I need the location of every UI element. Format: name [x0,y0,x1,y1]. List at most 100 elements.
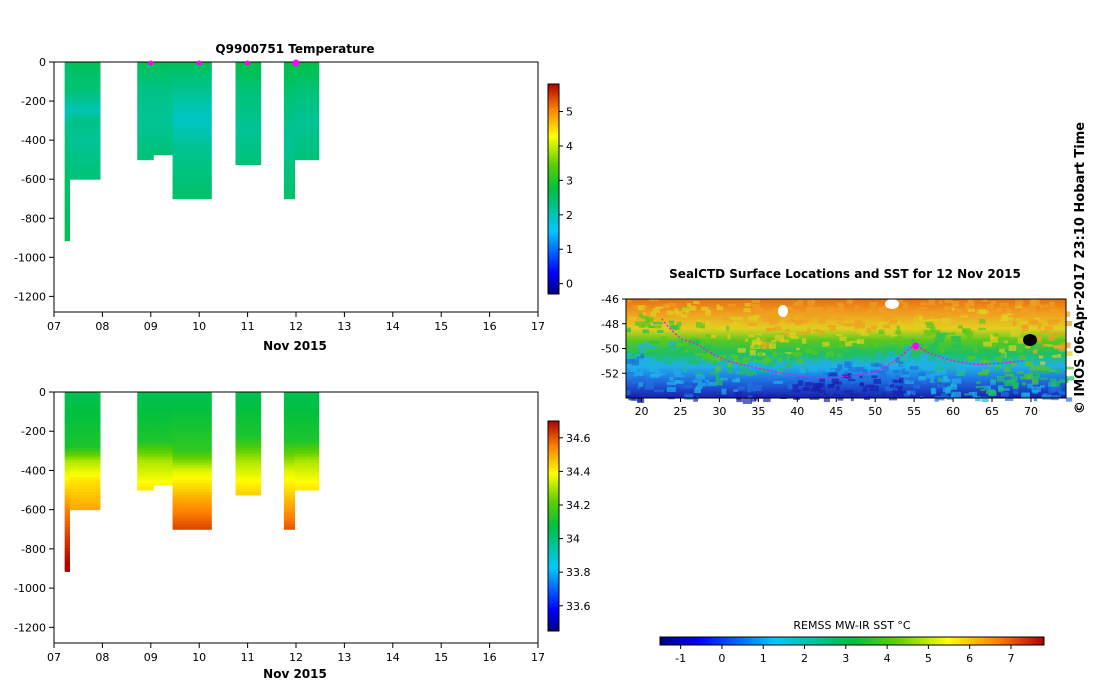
profile-cell [137,442,154,446]
sst-texture-cell [901,368,906,374]
sst-texture-cell [990,336,999,343]
profile-cell [235,67,262,72]
profile-cell [153,433,174,437]
profile-cell [283,468,296,472]
profile-cell [235,70,262,75]
sst-texture-cell [1015,300,1024,307]
sst-texture-cell [728,303,737,307]
sst-texture-cell [743,308,751,313]
sst-texture-cell [836,385,840,391]
y-tick-label: -200 [21,425,46,438]
sst-texture-cell [1004,366,1010,373]
profile-cell [64,182,70,186]
profile-cell [172,459,212,464]
profile-cell [137,403,154,408]
profile-cell [172,406,212,411]
sst-texture-cell [629,317,637,320]
profile-cell [64,524,70,528]
profile-cell [64,187,70,192]
sst-texture-cell [1025,308,1036,314]
sst-texture-cell [938,300,943,304]
latitude-tick-label: -48 [601,318,619,331]
profile-cell [137,397,154,402]
sst-texture-cell [983,341,993,347]
profile-cell [235,94,262,98]
profile-cell [294,474,320,478]
sst-texture-cell [729,323,737,329]
sst-texture-cell [1027,324,1032,330]
profile-cell [172,471,212,475]
sst-texture-cell [934,395,939,402]
ice-patch [885,299,899,309]
sst-texture-cell [937,384,945,389]
profile-cell [172,477,212,481]
x-tick-label: 13 [337,651,351,664]
sst-texture-cell [862,369,868,374]
profile-cell [137,64,154,69]
profile-cell [153,468,174,472]
profile-cell [283,433,296,437]
profile-cell [294,70,320,75]
sst-texture-cell [845,323,855,327]
sst-texture-cell [982,299,988,302]
sst-texture-cell [967,308,975,312]
sst-texture-cell [957,309,963,316]
profile-cell [153,120,174,125]
profile-cell [172,447,212,452]
profile-cell [153,79,174,84]
sst-texture-cell [885,386,894,392]
profile-cell [137,76,154,81]
sst-texture-cell [935,356,942,361]
sst-texture-cell [754,344,759,348]
x-tick-label: 14 [386,320,400,333]
sst-texture-cell [733,357,738,362]
sst-texture-cell [952,365,956,371]
profile-cell [137,114,154,119]
profile-cell [283,444,296,449]
profile-cell [172,111,212,116]
sst-texture-cell [828,356,837,361]
profile-cell [64,94,70,98]
sst-texture-cell [796,347,800,351]
sst-texture-cell [1052,307,1059,313]
profile-cell [137,394,154,399]
sst-texture-cell [669,322,675,329]
profile-cell [153,100,174,104]
profile-cell [137,427,154,431]
sst-texture-cell [871,325,877,330]
profile-cell [64,161,70,166]
sst-texture-cell [1008,345,1017,351]
profile-cell [153,456,174,461]
profile-cell [64,138,70,142]
profile-cell [64,539,70,543]
profile-cell [283,141,296,145]
profile-cell [294,126,320,130]
profile-cell [153,436,174,440]
sst-texture-cell [746,370,754,377]
sst-texture-cell [791,351,802,356]
sst-texture-cell [643,341,647,346]
profile-cell [283,512,296,517]
profile-cell [283,105,296,110]
profile-cell [153,144,174,148]
sst-texture-cell [1052,394,1061,399]
profile-cell [64,518,70,522]
profile-cell [283,436,296,440]
sst-texture-cell [995,307,1004,312]
profile-cell [137,141,154,145]
sst-texture-cell [972,391,978,398]
colorbar-tick-label: 1 [566,243,573,256]
profile-cell [137,430,154,434]
profile-cell [172,152,212,157]
sst-texture-cell [781,333,790,336]
sst-texture-cell [881,306,887,311]
profile-cell [64,530,70,534]
profile-cell [69,403,101,408]
profile-cell [64,88,70,92]
profile-cell [294,468,320,472]
sst-texture-cell [1009,368,1013,374]
profile-cell [294,85,320,89]
sst-texture-cell [627,372,638,375]
sst-texture-cell [975,385,985,389]
sst-texture-cell [1053,318,1060,324]
